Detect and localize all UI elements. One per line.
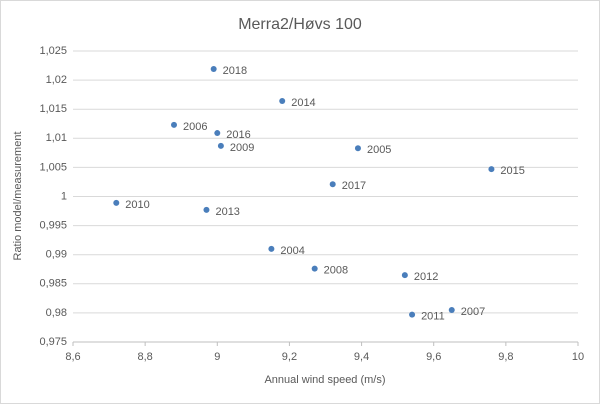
- chart-title: Merra2/Høvs 100: [238, 16, 362, 33]
- point-label: 2013: [215, 206, 239, 218]
- point: [311, 265, 318, 272]
- point-label: 2008: [324, 265, 348, 277]
- point: [203, 206, 210, 213]
- point: [401, 272, 408, 279]
- x-axis-label: Annual wind speed (m/s): [264, 374, 385, 386]
- y-axis-label: Ratio model/measurement: [12, 131, 24, 260]
- y-tick-label: 1,01: [46, 132, 67, 144]
- y-tick-label: 0,995: [39, 220, 67, 232]
- y-tick-label: 0,975: [39, 336, 67, 348]
- y-tick-label: 1: [61, 190, 67, 202]
- point-label: 2015: [500, 165, 524, 177]
- y-tick-label: 0,99: [46, 249, 67, 261]
- y-tick-label: 0,985: [39, 278, 67, 290]
- point: [279, 98, 286, 105]
- y-tick-label: 1,015: [39, 103, 67, 115]
- point-label: 2010: [125, 199, 149, 211]
- point: [217, 142, 224, 149]
- x-tick-label: 9,6: [426, 351, 441, 363]
- point-label: 2014: [291, 97, 315, 109]
- x-tick-label: 9: [214, 351, 220, 363]
- point-label: 2009: [230, 142, 254, 154]
- x-tick-label: 9,4: [354, 351, 369, 363]
- point: [488, 166, 495, 173]
- point: [268, 245, 275, 252]
- point-label: 2004: [280, 245, 304, 257]
- point-label: 2006: [183, 121, 207, 133]
- x-tick-label: 8,8: [137, 351, 152, 363]
- x-tick-label: 8,6: [65, 351, 80, 363]
- y-tick-label: 1,025: [39, 45, 67, 57]
- y-tick-label: 1,02: [46, 74, 67, 86]
- point-label: 2016: [226, 129, 250, 141]
- y-tick-label: 1,005: [39, 161, 67, 173]
- point: [214, 130, 221, 137]
- point: [329, 181, 336, 188]
- point: [171, 121, 177, 128]
- point-label: 2012: [414, 271, 438, 283]
- x-tick-label: 10: [572, 351, 584, 363]
- point-label: 2005: [367, 144, 391, 156]
- x-tick-label: 9,2: [282, 351, 297, 363]
- x-tick-label: 9,8: [498, 351, 513, 363]
- point: [210, 66, 217, 73]
- point-label: 2017: [342, 180, 366, 192]
- point: [113, 199, 120, 206]
- point-label: 2007: [461, 306, 485, 318]
- y-tick-label: 0,98: [46, 307, 67, 319]
- point-label: 2011: [421, 311, 445, 323]
- point: [354, 145, 361, 152]
- point: [409, 311, 416, 318]
- point: [448, 306, 455, 313]
- point-label: 2018: [223, 65, 247, 77]
